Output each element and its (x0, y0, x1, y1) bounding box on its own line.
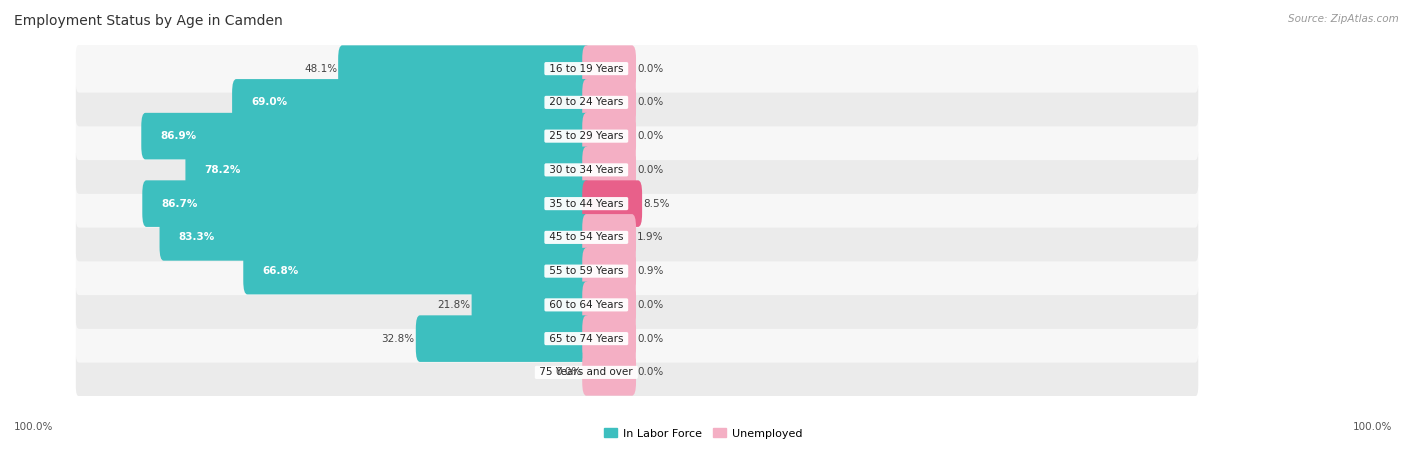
Text: 35 to 44 Years: 35 to 44 Years (546, 198, 627, 209)
FancyBboxPatch shape (582, 315, 636, 362)
Text: 20 to 24 Years: 20 to 24 Years (546, 97, 627, 108)
Text: 1.9%: 1.9% (637, 232, 664, 243)
Text: 60 to 64 Years: 60 to 64 Years (546, 300, 627, 310)
Text: 0.0%: 0.0% (637, 367, 664, 378)
Text: 100.0%: 100.0% (1353, 422, 1392, 432)
Text: 100.0%: 100.0% (14, 422, 53, 432)
Text: 0.0%: 0.0% (637, 97, 664, 108)
FancyBboxPatch shape (76, 348, 1198, 396)
FancyBboxPatch shape (416, 315, 591, 362)
FancyBboxPatch shape (339, 45, 591, 92)
Text: Employment Status by Age in Camden: Employment Status by Age in Camden (14, 14, 283, 27)
Text: 86.9%: 86.9% (160, 131, 197, 141)
Text: 65 to 74 Years: 65 to 74 Years (546, 333, 627, 344)
FancyBboxPatch shape (76, 146, 1198, 194)
Text: 83.3%: 83.3% (179, 232, 215, 243)
FancyBboxPatch shape (582, 147, 636, 193)
FancyBboxPatch shape (471, 282, 591, 328)
Text: Source: ZipAtlas.com: Source: ZipAtlas.com (1288, 14, 1399, 23)
FancyBboxPatch shape (76, 180, 1198, 228)
FancyBboxPatch shape (76, 213, 1198, 261)
Text: 0.9%: 0.9% (637, 266, 664, 276)
Text: 0.0%: 0.0% (555, 367, 581, 378)
Text: 55 to 59 Years: 55 to 59 Years (546, 266, 627, 276)
FancyBboxPatch shape (186, 147, 591, 193)
Text: 75 Years and over: 75 Years and over (536, 367, 637, 378)
FancyBboxPatch shape (582, 79, 636, 126)
FancyBboxPatch shape (582, 248, 636, 294)
Text: 0.0%: 0.0% (637, 165, 664, 175)
FancyBboxPatch shape (582, 113, 636, 159)
FancyBboxPatch shape (76, 247, 1198, 295)
FancyBboxPatch shape (232, 79, 591, 126)
FancyBboxPatch shape (141, 113, 591, 159)
Text: 86.7%: 86.7% (162, 198, 198, 209)
Text: 66.8%: 66.8% (263, 266, 299, 276)
FancyBboxPatch shape (76, 78, 1198, 126)
FancyBboxPatch shape (76, 281, 1198, 329)
Text: 30 to 34 Years: 30 to 34 Years (546, 165, 627, 175)
FancyBboxPatch shape (76, 315, 1198, 363)
Text: 48.1%: 48.1% (304, 63, 337, 74)
Text: 69.0%: 69.0% (252, 97, 287, 108)
FancyBboxPatch shape (76, 45, 1198, 93)
FancyBboxPatch shape (582, 45, 636, 92)
Text: 25 to 29 Years: 25 to 29 Years (546, 131, 627, 141)
Text: 32.8%: 32.8% (381, 333, 415, 344)
FancyBboxPatch shape (142, 180, 591, 227)
FancyBboxPatch shape (582, 349, 636, 396)
FancyBboxPatch shape (243, 248, 591, 294)
FancyBboxPatch shape (76, 112, 1198, 160)
FancyBboxPatch shape (159, 214, 591, 261)
Text: 78.2%: 78.2% (205, 165, 240, 175)
Text: 0.0%: 0.0% (637, 300, 664, 310)
Text: 16 to 19 Years: 16 to 19 Years (546, 63, 627, 74)
Text: 21.8%: 21.8% (437, 300, 471, 310)
Text: 0.0%: 0.0% (637, 131, 664, 141)
Legend: In Labor Force, Unemployed: In Labor Force, Unemployed (599, 424, 807, 443)
Text: 8.5%: 8.5% (643, 198, 669, 209)
FancyBboxPatch shape (582, 180, 643, 227)
Text: 45 to 54 Years: 45 to 54 Years (546, 232, 627, 243)
Text: 0.0%: 0.0% (637, 63, 664, 74)
FancyBboxPatch shape (582, 282, 636, 328)
FancyBboxPatch shape (582, 214, 636, 261)
Text: 0.0%: 0.0% (637, 333, 664, 344)
